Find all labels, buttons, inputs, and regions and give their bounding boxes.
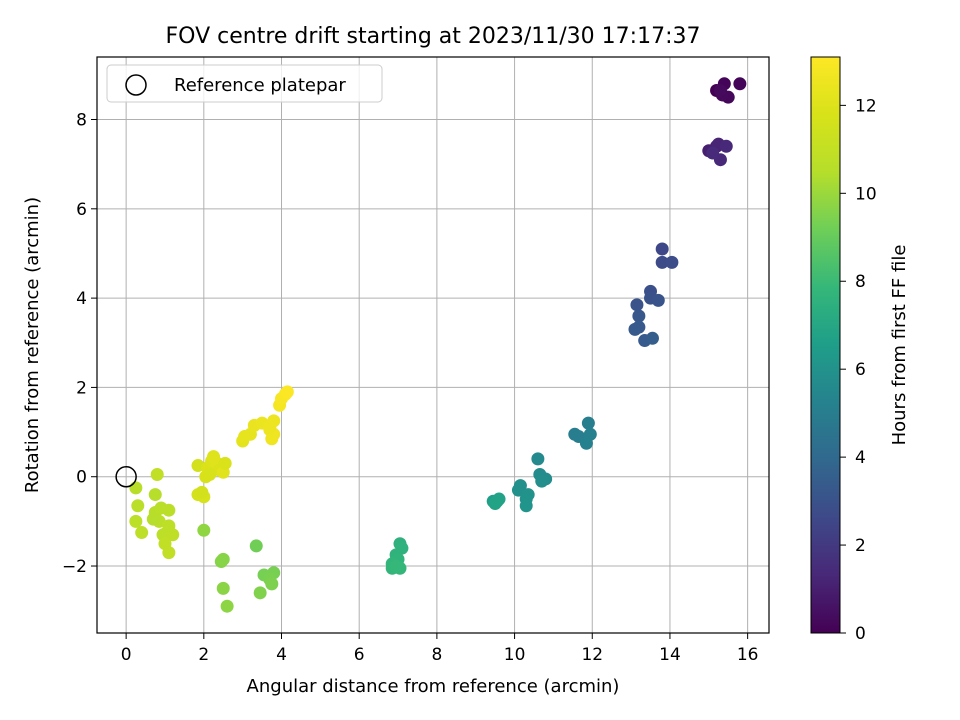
reference-platepar-marker (115, 465, 137, 488)
data-point (129, 481, 143, 495)
data-point (280, 385, 294, 399)
data-point (195, 485, 209, 499)
data-point (146, 512, 160, 526)
y-tick-label: 8 (76, 111, 87, 131)
legend-box (106, 64, 383, 103)
data-point (488, 497, 502, 511)
data-point (511, 483, 525, 497)
colorbar-tick-label: 2 (855, 536, 866, 556)
data-point (655, 242, 669, 256)
y-tick-label: 2 (76, 378, 87, 398)
data-point (630, 298, 644, 312)
data-points (129, 77, 747, 613)
data-point (655, 255, 669, 269)
data-point (162, 546, 176, 560)
x-tick-label: 0 (121, 645, 132, 665)
x-tick-label: 10 (504, 645, 526, 665)
x-tick-label: 12 (581, 645, 603, 665)
data-point (150, 467, 164, 481)
colorbar: 0 2 4 6 8 10 12 Hours from first FF file (810, 56, 910, 644)
colorbar-gradient (810, 56, 841, 634)
data-point (131, 499, 145, 513)
data-point (129, 514, 143, 528)
colorbar-label: Hours from first FF file (889, 245, 910, 446)
legend: Reference platepar (106, 64, 383, 103)
data-point (628, 322, 642, 336)
legend-entry-label: Reference platepar (174, 75, 346, 96)
data-point (203, 467, 217, 481)
y-axis-label: Rotation from reference (arcmin) (22, 197, 43, 493)
data-point (265, 577, 279, 591)
x-tick-label: 8 (431, 645, 442, 665)
data-point (220, 599, 234, 613)
data-point (535, 474, 549, 488)
y-tick-label: −2 (62, 557, 87, 577)
data-point (579, 436, 593, 450)
data-point (651, 293, 665, 307)
data-point (253, 586, 267, 600)
data-point (719, 139, 733, 153)
plot-frame (96, 56, 770, 634)
data-point (191, 459, 205, 473)
x-tick-label: 16 (737, 645, 759, 665)
colorbar-tick-label: 12 (855, 96, 877, 116)
y-axis-ticks: −2 0 2 4 6 8 (62, 111, 97, 577)
x-tick-label: 14 (659, 645, 681, 665)
data-point (162, 519, 176, 533)
colorbar-tick-label: 0 (855, 624, 866, 644)
data-point (218, 456, 232, 470)
data-point (135, 526, 149, 540)
data-point (263, 421, 277, 435)
y-tick-label: 4 (76, 289, 87, 309)
y-tick-label: 0 (76, 468, 87, 488)
x-axis-ticks: 0 2 4 6 8 10 12 14 16 (121, 633, 759, 665)
data-point (632, 309, 646, 323)
data-point (733, 77, 747, 91)
data-point (148, 488, 162, 502)
data-point (216, 552, 230, 566)
x-tick-label: 6 (354, 645, 365, 665)
data-point (162, 503, 176, 517)
x-tick-label: 4 (276, 645, 287, 665)
x-tick-label: 2 (198, 645, 209, 665)
data-point (706, 146, 720, 160)
data-point (249, 539, 263, 553)
data-point (197, 523, 211, 537)
colorbar-tick-label: 8 (855, 272, 866, 292)
data-point (389, 559, 403, 573)
colorbar-tick-label: 10 (855, 184, 877, 204)
data-point (581, 416, 595, 430)
x-axis-label: Angular distance from reference (arcmin) (247, 676, 620, 697)
data-point (519, 499, 533, 513)
data-point (665, 255, 679, 269)
data-point (216, 581, 230, 595)
y-tick-label: 6 (76, 200, 87, 220)
chart-title: FOV centre drift starting at 2023/11/30 … (166, 24, 701, 49)
colorbar-tick-label: 4 (855, 448, 866, 468)
data-point (713, 83, 727, 97)
data-point (645, 331, 659, 345)
colorbar-tick-label: 6 (855, 360, 866, 380)
colorbar-ticks: 0 2 4 6 8 10 12 (840, 96, 877, 644)
data-point (531, 452, 545, 466)
reference-platepar-point (115, 465, 137, 488)
grid (97, 57, 769, 633)
legend-reference-marker (125, 74, 147, 96)
